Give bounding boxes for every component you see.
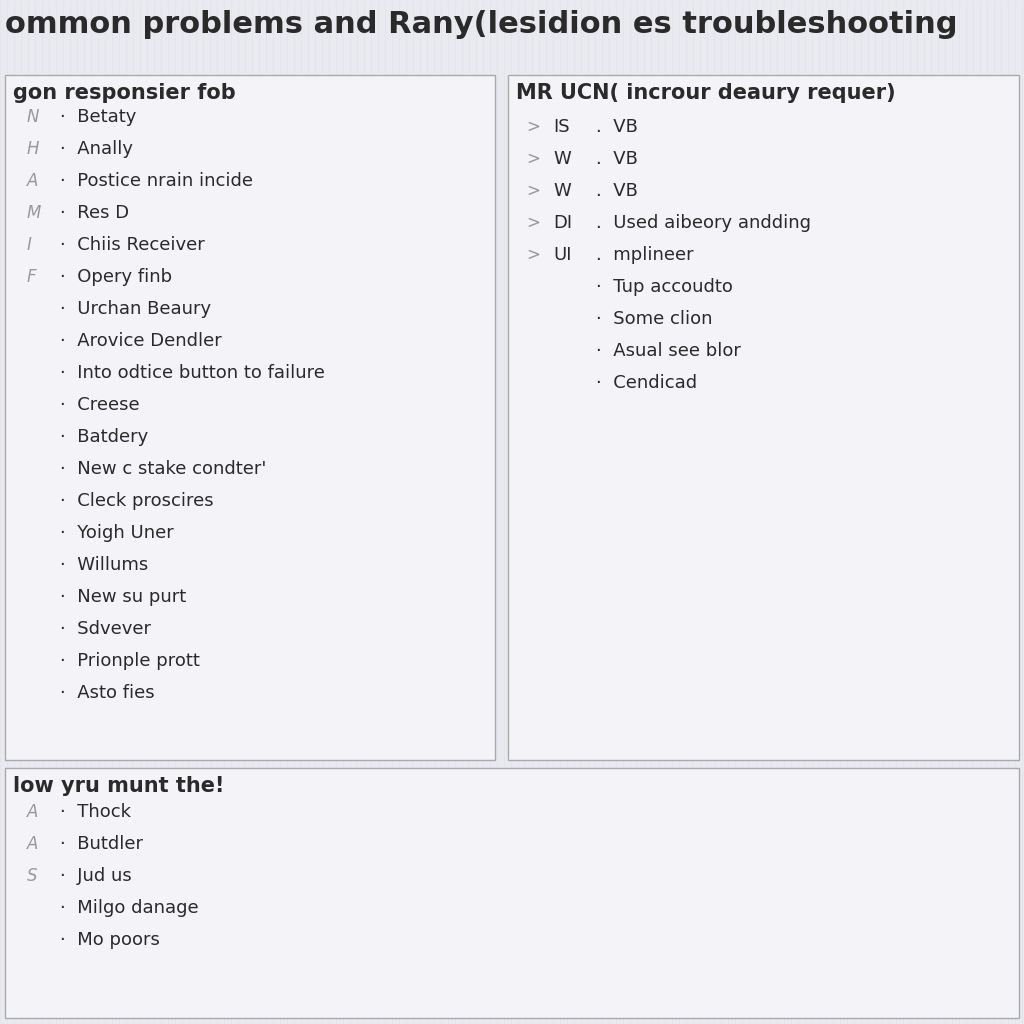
Text: >: >: [526, 118, 540, 136]
Text: IS: IS: [553, 118, 569, 136]
Text: ommon problems and Rany(lesidion es troubleshooting: ommon problems and Rany(lesidion es trou…: [5, 10, 957, 39]
Text: .  VB: . VB: [596, 182, 638, 200]
Text: ·  Mo poors: · Mo poors: [60, 931, 160, 949]
Text: >: >: [526, 150, 540, 168]
Text: >: >: [526, 182, 540, 200]
Text: >: >: [526, 246, 540, 264]
Text: ·  Cleck proscires: · Cleck proscires: [60, 492, 214, 510]
Text: ·  Milgo danage: · Milgo danage: [60, 899, 199, 918]
FancyBboxPatch shape: [5, 768, 1019, 1018]
Text: ·  New su purt: · New su purt: [60, 588, 186, 606]
Text: ·  Willums: · Willums: [60, 556, 148, 574]
Text: M: M: [27, 204, 41, 222]
FancyBboxPatch shape: [5, 75, 495, 760]
Text: ·  Opery finb: · Opery finb: [60, 268, 172, 286]
Text: .  Used aibeory andding: . Used aibeory andding: [596, 214, 811, 232]
Text: ·  Creese: · Creese: [60, 396, 139, 414]
Text: ·  Urchan Beaury: · Urchan Beaury: [60, 300, 211, 318]
Text: ·  Sdvever: · Sdvever: [60, 620, 151, 638]
Text: H: H: [27, 140, 40, 158]
Text: low yru munt the!: low yru munt the!: [13, 776, 224, 796]
Text: ·  Prionple prott: · Prionple prott: [60, 652, 200, 670]
Text: gon responsier fob: gon responsier fob: [13, 83, 236, 103]
Text: ·  Yoigh Uner: · Yoigh Uner: [60, 524, 174, 542]
Text: ·  Tup accoudto: · Tup accoudto: [596, 278, 733, 296]
Text: ·  New c stake condter': · New c stake condter': [60, 460, 266, 478]
Text: ·  Res D: · Res D: [60, 204, 129, 222]
Text: UI: UI: [553, 246, 571, 264]
Text: ·  Asto fies: · Asto fies: [60, 684, 155, 702]
Text: A: A: [27, 172, 38, 190]
Text: S: S: [27, 867, 38, 885]
Text: ·  Postice nrain incide: · Postice nrain incide: [60, 172, 253, 190]
Text: .  VB: . VB: [596, 150, 638, 168]
Text: ·  Asual see blor: · Asual see blor: [596, 342, 741, 360]
Text: ·  Chiis Receiver: · Chiis Receiver: [60, 236, 205, 254]
Text: ·  Thock: · Thock: [60, 803, 131, 821]
Text: ·  Batdery: · Batdery: [60, 428, 148, 446]
Text: ·  Cendicad: · Cendicad: [596, 374, 697, 392]
Text: A: A: [27, 803, 38, 821]
Text: .  mplineer: . mplineer: [596, 246, 693, 264]
Text: .  VB: . VB: [596, 118, 638, 136]
Text: >: >: [526, 214, 540, 232]
Text: ·  Arovice Dendler: · Arovice Dendler: [60, 332, 222, 350]
Text: ·  Betaty: · Betaty: [60, 108, 136, 126]
Text: W: W: [553, 182, 570, 200]
Text: N: N: [27, 108, 39, 126]
Text: ·  Some clion: · Some clion: [596, 310, 713, 328]
Text: F: F: [27, 268, 37, 286]
Text: ·  Jud us: · Jud us: [60, 867, 132, 885]
Text: A: A: [27, 835, 38, 853]
Text: ·  Butdler: · Butdler: [60, 835, 143, 853]
FancyBboxPatch shape: [508, 75, 1019, 760]
Text: I: I: [27, 236, 32, 254]
Text: W: W: [553, 150, 570, 168]
Text: ·  Into odtice button to failure: · Into odtice button to failure: [60, 364, 325, 382]
Text: ·  Anally: · Anally: [60, 140, 133, 158]
Text: MR UCN( incrour deaury requer): MR UCN( incrour deaury requer): [516, 83, 896, 103]
Text: DI: DI: [553, 214, 572, 232]
